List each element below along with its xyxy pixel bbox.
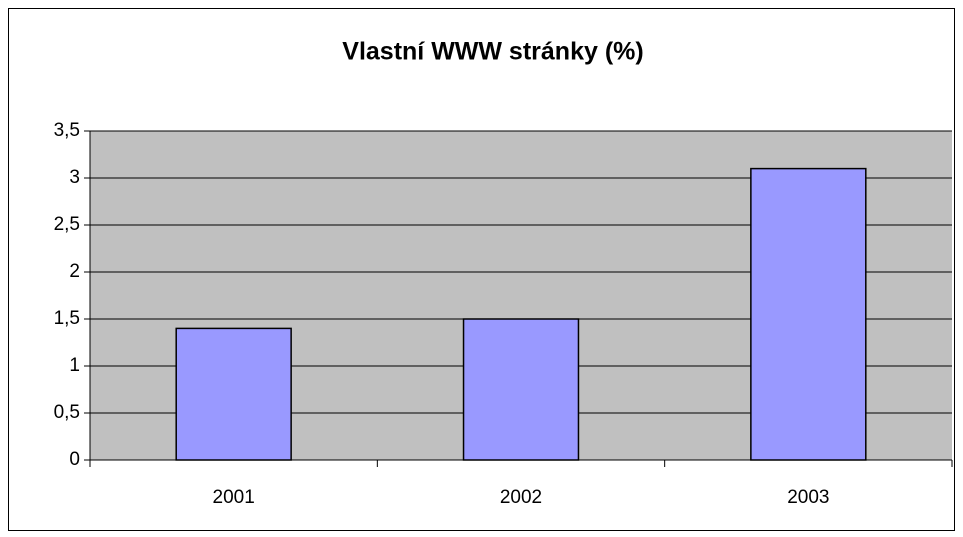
chart-title: Vlastní WWW stránky (%) [342, 38, 643, 66]
y-tick-label: 1,5 [54, 308, 80, 329]
y-tick-label: 3,5 [54, 120, 80, 141]
y-tick-label: 2 [69, 261, 80, 282]
y-tick-label: 3 [69, 167, 80, 188]
x-tick-label: 2002 [500, 487, 542, 508]
x-tick-label: 2003 [787, 487, 829, 508]
bar [750, 167, 867, 461]
y-tick-label: 1 [69, 355, 80, 376]
y-tick-label: 2,5 [54, 214, 80, 235]
y-tick-label: 0,5 [54, 402, 80, 423]
y-tick-label: 0 [69, 449, 80, 470]
bar [175, 327, 292, 461]
bar [462, 318, 580, 461]
x-tick-label: 2001 [213, 487, 255, 508]
